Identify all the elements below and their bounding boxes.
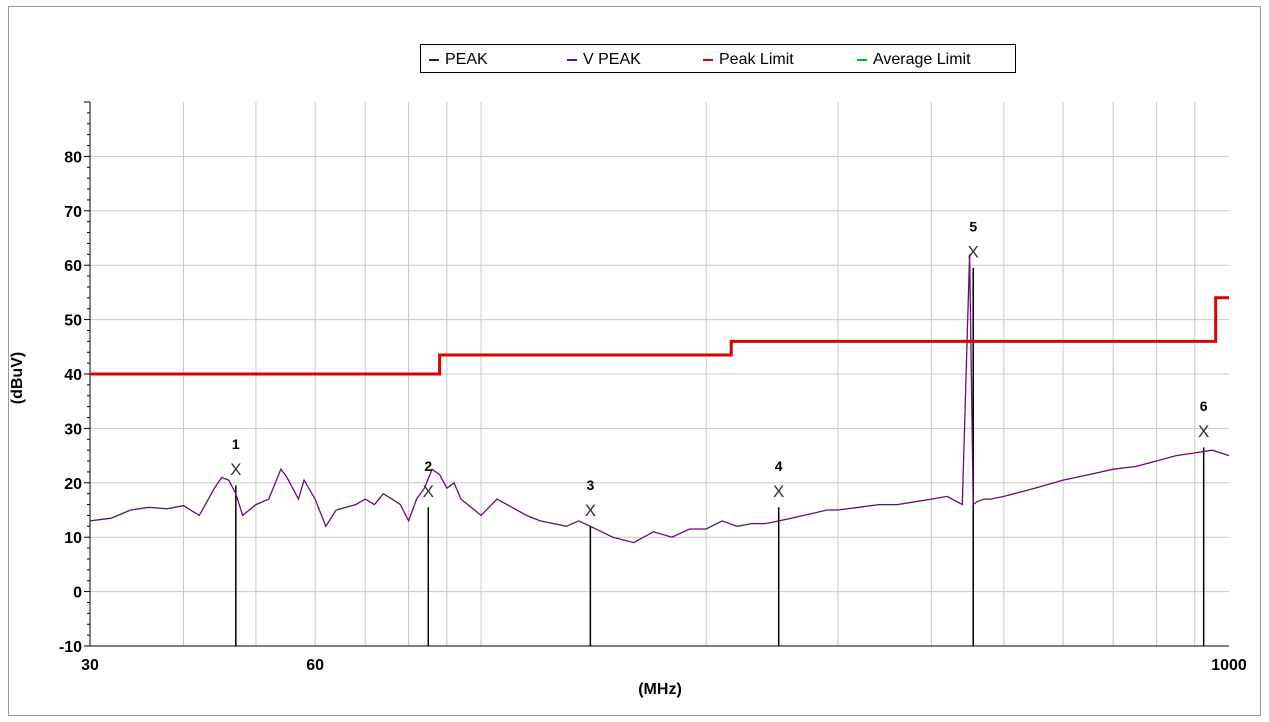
legend-item-peak: PEAK (429, 51, 488, 69)
y-tick-label: 40 (64, 367, 82, 384)
marker-label: 4 (775, 458, 783, 474)
y-tick-label: -10 (59, 639, 82, 656)
legend-swatch-peak-limit (703, 58, 713, 61)
y-tick-label: 30 (64, 421, 82, 438)
series-line-v-peak (89, 254, 1230, 544)
legend-label-peak-limit: Peak Limit (719, 51, 794, 68)
marker-x-glyph: X (423, 482, 434, 501)
marker-x-glyph: X (1198, 422, 1209, 441)
legend-label-v-peak: V PEAK (583, 51, 641, 68)
y-axis-label: (dBuV) (9, 351, 26, 405)
legend-label-peak: PEAK (445, 51, 488, 68)
marker-label: 3 (586, 477, 594, 493)
x-tick-label: 1000 (1211, 657, 1247, 674)
marker-6: X6 (1198, 398, 1209, 441)
y-tick-label: 50 (64, 313, 82, 330)
legend-swatch-average-limit (857, 58, 867, 61)
marker-x-glyph: X (585, 501, 596, 520)
x-tick-label: 60 (306, 657, 324, 674)
marker-4: X4 (773, 458, 784, 501)
legend-label-average-limit: Average Limit (873, 51, 971, 68)
y-tick-label: 60 (64, 258, 82, 275)
marker-2: X2 (423, 458, 434, 501)
marker-label: 2 (424, 458, 432, 474)
marker-1: X1 (230, 436, 241, 479)
y-tick-label: 20 (64, 476, 82, 493)
x-tick-label: 30 (81, 657, 99, 674)
legend-swatch-v-peak (567, 58, 577, 61)
series-line-peak-limit (90, 296, 1229, 376)
chart-legend: PEAK V PEAK Peak Limit Average Limit (420, 44, 1016, 73)
y-tick-label: 70 (64, 204, 82, 221)
marker-label: 1 (232, 436, 240, 452)
legend-item-average-limit: Average Limit (857, 51, 971, 69)
x-axis-label: (MHz) (638, 681, 682, 698)
legend-swatch-peak (429, 58, 439, 61)
legend-item-peak-limit: Peak Limit (703, 51, 794, 69)
marker-label: 5 (969, 219, 977, 235)
y-tick-label: 0 (73, 585, 82, 602)
legend-item-v-peak: V PEAK (567, 51, 641, 69)
marker-3: X3 (585, 477, 596, 520)
marker-5: X5 (968, 219, 979, 262)
marker-x-glyph: X (968, 243, 979, 262)
y-tick-label: 10 (64, 530, 82, 547)
marker-x-glyph: X (773, 482, 784, 501)
marker-x-glyph: X (230, 460, 241, 479)
marker-label: 6 (1200, 398, 1208, 414)
y-tick-label: 80 (64, 149, 82, 166)
